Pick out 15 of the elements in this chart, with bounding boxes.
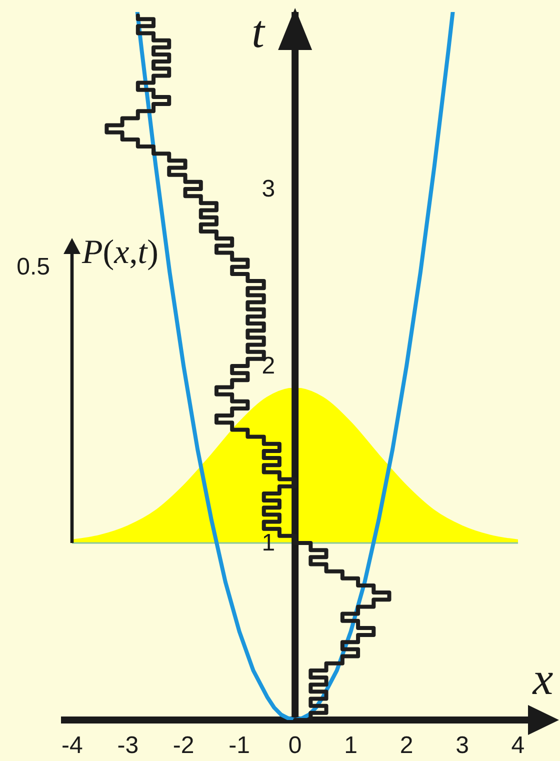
line-series xyxy=(135,12,455,720)
x-tick-label: 0 xyxy=(288,732,302,760)
x-axis-title: x xyxy=(532,653,554,704)
y-axis-title: t xyxy=(252,6,266,57)
x-tick-label: -3 xyxy=(117,732,139,760)
x-tick-label: -2 xyxy=(172,732,194,760)
y-axis-title: P(x,t) xyxy=(81,234,158,271)
x-tick-label: 1 xyxy=(344,732,358,760)
x-tick-label: 3 xyxy=(456,732,469,760)
text: 0.5 xyxy=(16,254,50,280)
x-tick-label: -4 xyxy=(61,732,83,760)
x-tick-label: 4 xyxy=(511,732,525,760)
y-tick-label: 3 xyxy=(262,176,276,202)
x-tick-label: 2 xyxy=(400,732,414,760)
x-tick-label: -1 xyxy=(228,732,250,760)
